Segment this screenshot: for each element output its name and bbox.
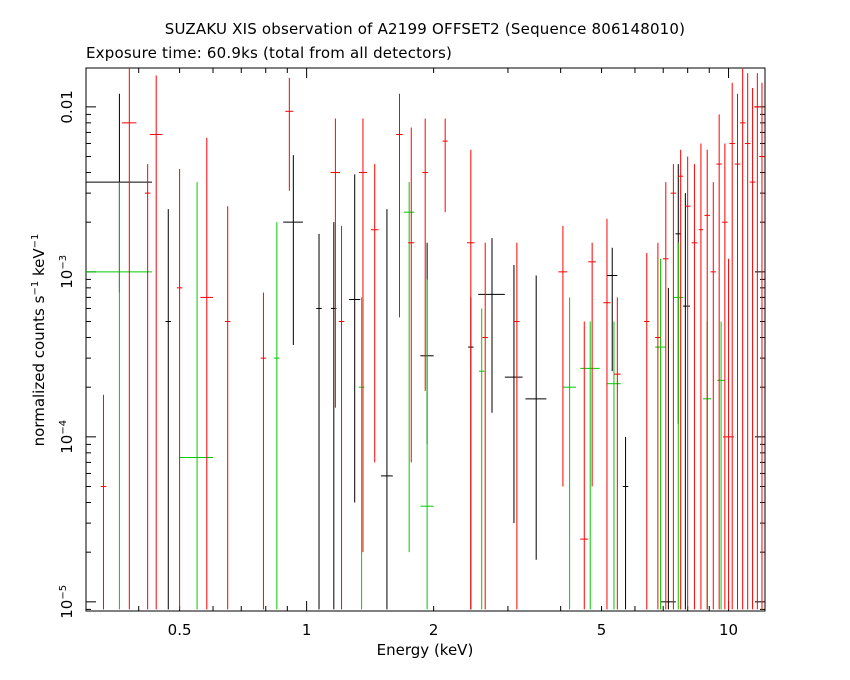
- x-tick-label: 0.5: [168, 621, 192, 639]
- x-tick-label: 2: [429, 621, 439, 639]
- y-tick-label: 10−3: [58, 255, 76, 289]
- x-tick-label: 5: [597, 621, 607, 639]
- series-2: [100, 68, 765, 610]
- y-tick-exponent: −4: [58, 420, 69, 435]
- plot-frame: [85, 67, 766, 612]
- chart-subtitle: Exposure time: 60.9ks (total from all de…: [86, 44, 453, 62]
- y-tick-base: 10: [58, 600, 76, 619]
- y-axis-label: normalized counts s−1 keV−1: [30, 234, 48, 447]
- y-tick-label: 10−5: [58, 585, 76, 619]
- data-series: [86, 68, 765, 610]
- y-axis-label-part2: keV: [30, 248, 48, 281]
- y-tick-base: 10: [58, 270, 76, 289]
- y-tick-label: 0.01: [58, 90, 76, 123]
- series-1: [86, 182, 725, 610]
- chart-title: SUZAKU XIS observation of A2199 OFFSET2 …: [164, 20, 686, 38]
- y-axis-label-exp1: −1: [30, 281, 41, 296]
- y-tick-base: 10: [58, 435, 76, 454]
- y-tick-label: 10−4: [58, 420, 76, 454]
- x-tick-label: 10: [719, 621, 738, 639]
- series-0: [86, 93, 690, 610]
- y-tick-exponent: −3: [58, 255, 69, 270]
- x-axis-label: Energy (keV): [377, 641, 474, 659]
- y-tick-base: 0.01: [58, 90, 76, 123]
- y-axis-label-exp2: −1: [30, 234, 41, 249]
- y-axis-label-part1: normalized counts s: [30, 295, 48, 446]
- x-tick-label: 1: [302, 621, 312, 639]
- y-tick-exponent: −5: [58, 585, 69, 600]
- axis-ticks: [85, 68, 765, 611]
